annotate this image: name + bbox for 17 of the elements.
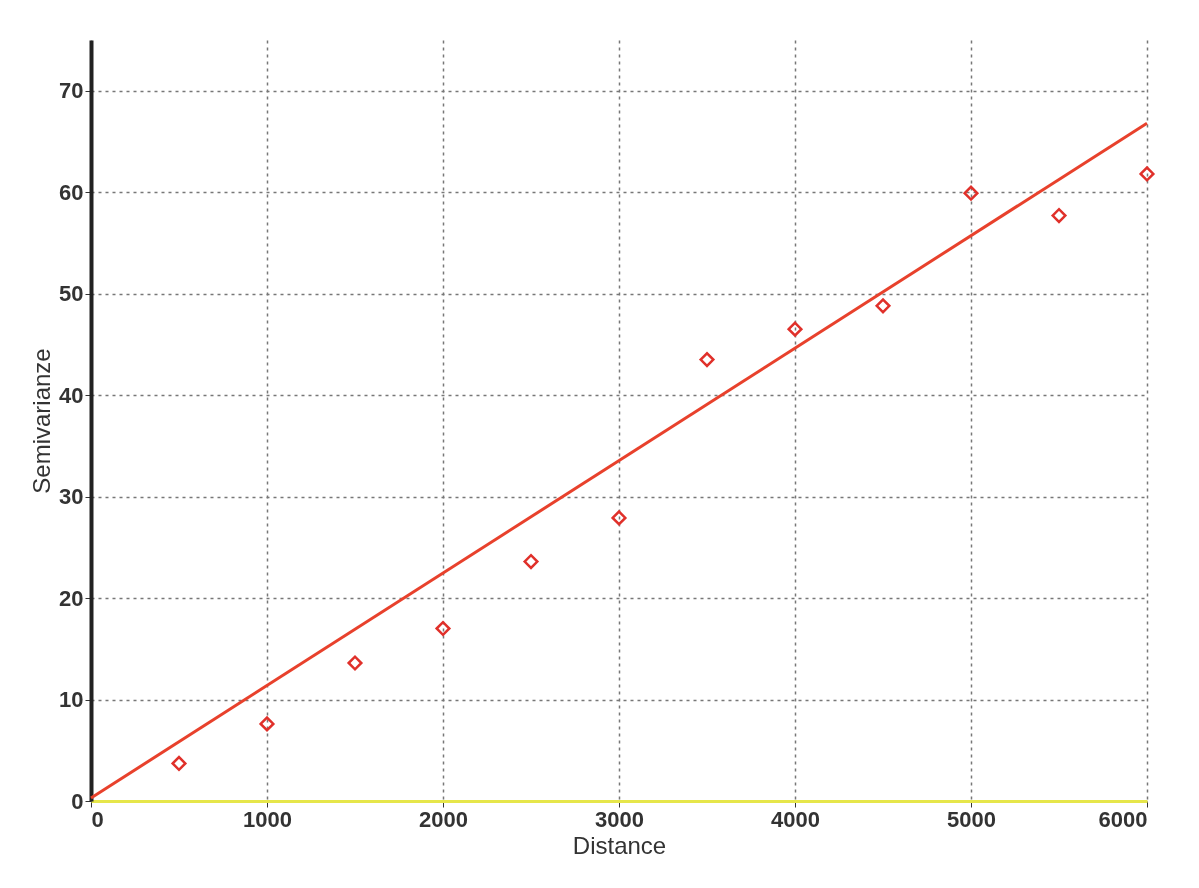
- x-tick-label: 3000: [595, 806, 644, 832]
- y-tick-label: 0: [71, 788, 84, 814]
- y-tick-label: 50: [59, 281, 84, 307]
- x-tick-label: 6000: [1098, 806, 1148, 832]
- x-axis-title: Distance: [572, 831, 667, 859]
- x-tick-label: 2000: [419, 806, 468, 832]
- y-tick-label: 30: [59, 484, 84, 510]
- x-tick-label: 1000: [243, 806, 292, 832]
- x-tick-label: 0: [91, 806, 104, 832]
- y-tick-label: 40: [59, 382, 84, 408]
- y-tick-label: 60: [59, 179, 84, 205]
- y-axis-title: Semivarianze: [28, 348, 56, 494]
- y-tick-label: 20: [59, 585, 84, 611]
- y-tick-label: 10: [59, 687, 84, 713]
- x-tick-label: 5000: [947, 806, 996, 832]
- y-tick-label: 70: [59, 78, 84, 104]
- x-tick-label: 4000: [771, 806, 820, 832]
